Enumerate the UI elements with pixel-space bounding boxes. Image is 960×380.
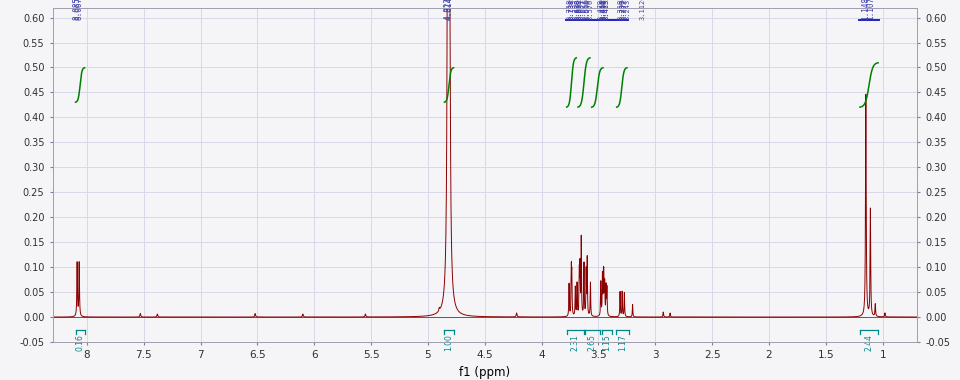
- Text: 3.6685: 3.6685: [576, 0, 583, 20]
- Text: 3.2918: 3.2918: [619, 0, 625, 20]
- Text: 3.4529: 3.4529: [601, 0, 607, 20]
- Text: 1.1482: 1.1482: [861, 0, 871, 20]
- Text: 0.16: 0.16: [76, 334, 84, 351]
- Text: 3.7588: 3.7588: [566, 0, 572, 20]
- Text: 2.31: 2.31: [570, 334, 580, 351]
- Text: 3.2721: 3.2721: [621, 0, 628, 20]
- Text: 1.17: 1.17: [618, 334, 627, 351]
- Text: 2.65: 2.65: [588, 334, 597, 351]
- Text: 1.00: 1.00: [444, 334, 453, 351]
- Text: 3.4652: 3.4652: [599, 0, 606, 20]
- Text: 3.6515: 3.6515: [578, 0, 585, 20]
- Text: 1.1077: 1.1077: [866, 0, 875, 20]
- Text: 3.4565: 3.4565: [600, 0, 607, 20]
- Text: 8.0678: 8.0678: [75, 0, 84, 20]
- Text: 4.8144: 4.8144: [444, 0, 453, 20]
- Text: 3.2437: 3.2437: [625, 0, 631, 20]
- Text: 3.3102: 3.3102: [617, 0, 623, 20]
- Text: 3.1120: 3.1120: [639, 0, 645, 20]
- Text: 2.44: 2.44: [865, 334, 874, 351]
- Text: 3.6625: 3.6625: [577, 0, 583, 20]
- Text: 3.5989: 3.5989: [585, 0, 590, 20]
- Text: 3.7037: 3.7037: [572, 0, 578, 20]
- Text: 3.4794: 3.4794: [598, 0, 604, 20]
- Text: 3.4255: 3.4255: [604, 0, 610, 20]
- Text: 3.6885: 3.6885: [574, 0, 580, 20]
- Text: 3.6084: 3.6084: [583, 0, 589, 20]
- Text: 3.4332: 3.4332: [603, 0, 609, 20]
- Text: 4.8221: 4.8221: [444, 0, 453, 20]
- Text: 3.7389: 3.7389: [568, 0, 574, 20]
- Text: 3.6272: 3.6272: [581, 0, 587, 20]
- Text: 1.15: 1.15: [603, 334, 612, 351]
- Text: 3.7345: 3.7345: [569, 0, 575, 20]
- X-axis label: f1 (ppm): f1 (ppm): [459, 366, 511, 379]
- Text: 8.0859: 8.0859: [73, 0, 82, 20]
- Text: 3.5707: 3.5707: [588, 0, 593, 20]
- Text: 3.6884: 3.6884: [574, 0, 580, 20]
- Text: 3.2904: 3.2904: [619, 0, 625, 20]
- Text: 3.4452: 3.4452: [602, 0, 608, 20]
